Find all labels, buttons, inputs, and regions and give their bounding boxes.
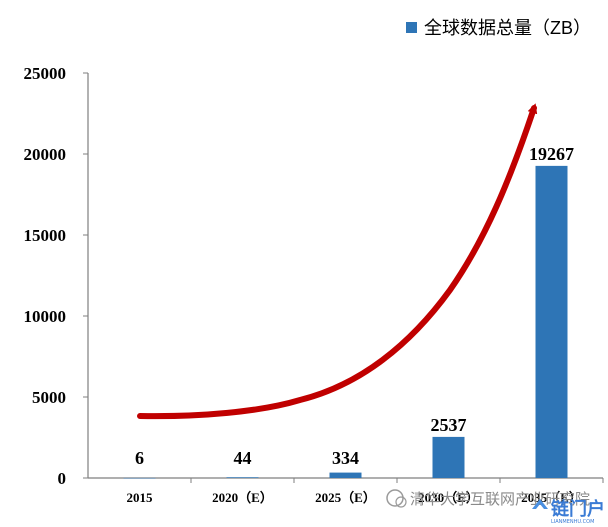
wechat-icon-inner (395, 496, 407, 508)
y-tick-label: 0 (58, 469, 67, 488)
y-axis-ticks: 0 5000 10000 15000 20000 25000 (24, 64, 88, 488)
x-axis-ticks: 2015 2020（E） 2025（E） 2030（E） 2035（E） (127, 478, 604, 505)
bars (123, 165, 568, 479)
logo-text: 链门户 (551, 498, 605, 520)
y-tick-label: 5000 (32, 388, 66, 407)
data-labels: 6 44 334 2537 19267 (135, 144, 574, 468)
data-label: 6 (135, 448, 144, 468)
y-tick-label: 10000 (24, 307, 67, 326)
logo-mark-icon (532, 499, 548, 509)
legend-label: 全球数据总量（ZB） (424, 18, 591, 38)
trend-arrow (137, 103, 538, 420)
data-label: 19267 (529, 144, 574, 164)
bar (329, 472, 362, 478)
legend-swatch (406, 22, 417, 33)
site-logo: 链门户 LIANMENHU.COM (532, 498, 605, 525)
wechat-icon (386, 489, 404, 507)
data-label: 44 (234, 448, 252, 468)
bar (226, 477, 259, 478)
bar (123, 477, 156, 479)
bar (432, 436, 465, 478)
data-label: 334 (332, 448, 359, 468)
y-tick-label: 15000 (24, 226, 67, 245)
logo-subtext: LIANMENHU.COM (551, 519, 594, 525)
legend: 全球数据总量（ZB） (406, 18, 591, 38)
x-tick-label: 2035（E） (521, 490, 582, 505)
watermark-text: 清华大学互联网产业研究院 (410, 490, 590, 508)
data-label: 2537 (431, 415, 467, 435)
watermark: 清华大学互联网产业研究院 链门户 LIANMENHU.COM (386, 489, 605, 525)
y-tick-label: 25000 (24, 64, 67, 83)
x-tick-label: 2025（E） (315, 490, 376, 505)
y-tick-label: 20000 (24, 145, 67, 164)
x-tick-label: 2015 (127, 490, 154, 505)
x-tick-label: 2020（E） (212, 490, 273, 505)
x-tick-label: 2030（E） (418, 490, 479, 505)
bar (535, 165, 568, 478)
